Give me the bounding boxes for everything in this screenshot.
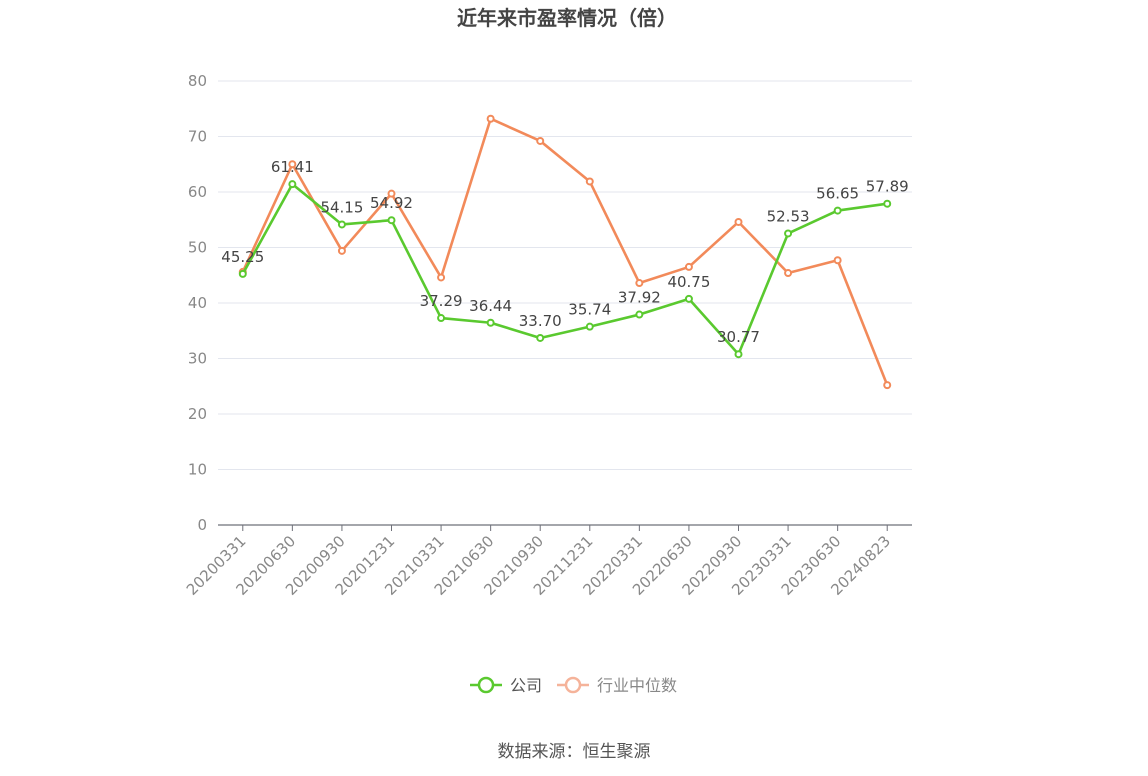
data-label: 52.53: [767, 207, 810, 225]
data-label: 37.92: [618, 289, 661, 307]
y-tick-label: 0: [197, 516, 207, 534]
data-point-industry-median[interactable]: [833, 256, 842, 265]
data-point-industry-median[interactable]: [536, 136, 545, 145]
data-label: 45.25: [221, 248, 264, 266]
data-point-company[interactable]: [288, 180, 297, 189]
grid: [218, 80, 912, 470]
data-point-company[interactable]: [337, 220, 346, 229]
legend-item-industry-median[interactable]: 行业中位数: [557, 676, 677, 695]
legend-label: 公司: [510, 676, 542, 695]
chart-title: 近年来市盈率情况（倍）: [457, 6, 677, 30]
data-point-company[interactable]: [635, 310, 644, 319]
data-point-company[interactable]: [238, 269, 247, 278]
data-point-industry-median[interactable]: [635, 279, 644, 288]
data-label: 33.70: [519, 312, 562, 330]
legend-label: 行业中位数: [597, 676, 677, 695]
data-label: 61.41: [271, 158, 314, 176]
data-point-company[interactable]: [784, 229, 793, 238]
legend-item-company[interactable]: 公司: [470, 676, 542, 695]
data-point-industry-median[interactable]: [784, 269, 793, 278]
data-point-company[interactable]: [833, 206, 842, 215]
y-tick-label: 60: [188, 183, 207, 201]
data-point-company[interactable]: [486, 318, 495, 327]
y-tick-label: 20: [188, 405, 207, 423]
data-point-industry-median[interactable]: [585, 177, 594, 186]
data-label: 57.89: [866, 178, 909, 196]
data-label: 36.44: [469, 297, 512, 315]
data-point-industry-median[interactable]: [437, 273, 446, 282]
y-tick-label: 40: [188, 294, 207, 312]
data-labels: 45.25 61.41 54.15 54.92 37.29 36.44 33.70 35.74…: [221, 158, 908, 346]
data-point-company[interactable]: [387, 216, 396, 225]
data-label: 54.15: [320, 198, 363, 216]
data-point-company[interactable]: [536, 333, 545, 342]
y-tick-label: 70: [188, 128, 207, 146]
data-label: 56.65: [816, 185, 859, 203]
data-label: 40.75: [667, 273, 710, 291]
data-point-industry-median[interactable]: [734, 217, 743, 226]
data-point-industry-median[interactable]: [684, 262, 693, 271]
data-point-industry-median[interactable]: [337, 246, 346, 255]
data-point-company[interactable]: [684, 294, 693, 303]
legend-marker-icon: [564, 676, 582, 694]
data-label: 30.77: [717, 328, 760, 346]
series-line-industry-median: [241, 117, 889, 386]
data-point-industry-median[interactable]: [387, 189, 396, 198]
data-point-industry-median[interactable]: [883, 381, 892, 390]
data-point-company[interactable]: [883, 199, 892, 208]
y-tick-label: 50: [188, 239, 207, 257]
y-tick-label: 30: [188, 350, 207, 368]
series-layer: [238, 114, 892, 390]
legend-marker-icon: [477, 676, 495, 694]
data-label: 35.74: [568, 301, 611, 319]
data-label: 37.29: [420, 292, 463, 310]
y-tick-label: 80: [188, 72, 207, 90]
series-line-company: [241, 182, 888, 356]
data-point-industry-median[interactable]: [288, 160, 297, 169]
y-tick-label: 10: [188, 461, 207, 479]
data-point-company[interactable]: [585, 322, 594, 331]
legend[interactable]: 公司 行业中位数: [470, 676, 677, 695]
data-point-company[interactable]: [734, 350, 743, 359]
data-point-industry-median[interactable]: [486, 114, 495, 123]
source-note: 数据来源：恒生聚源: [498, 742, 651, 762]
data-label: 54.92: [370, 194, 413, 212]
data-point-company[interactable]: [437, 314, 446, 323]
